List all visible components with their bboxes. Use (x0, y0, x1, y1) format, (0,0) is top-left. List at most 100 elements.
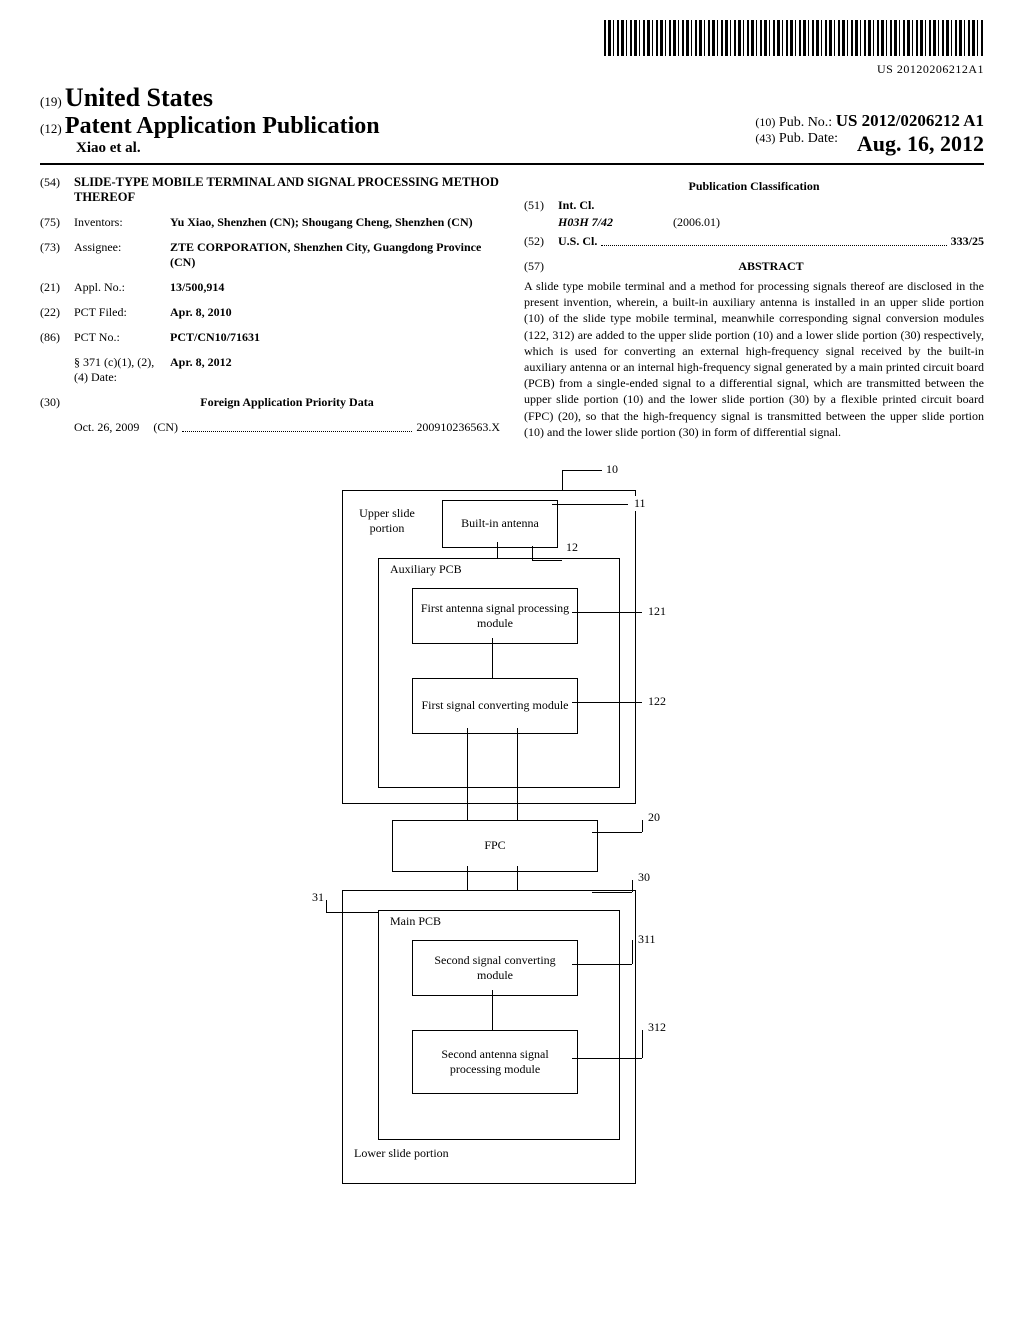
header-right: (10) Pub. No.: US 2012/0206212 A1 (43) P… (755, 111, 984, 157)
leader (572, 1058, 642, 1059)
s371-label: § 371 (c)(1), (2), (4) Date: (74, 355, 170, 385)
main-pcb-label: Main PCB (388, 914, 443, 929)
connector (497, 542, 498, 558)
lower-slide-label: Lower slide portion (352, 1146, 451, 1161)
code-75: (75) (40, 215, 74, 230)
leader (572, 964, 632, 965)
inventors-label: Inventors: (74, 215, 170, 230)
code-12: (12) (40, 121, 62, 136)
fpc-box: FPC (392, 820, 598, 872)
country: United States (65, 83, 213, 112)
ref-311: 311 (636, 932, 658, 947)
ref-12: 12 (564, 540, 580, 555)
dots-icon (601, 244, 946, 246)
code-54: (54) (40, 175, 74, 205)
applno-label: Appl. No.: (74, 280, 170, 295)
publication-number: US 2012/0206212 A1 (836, 111, 984, 130)
barcode-area: US 20120206212A1 (40, 20, 984, 77)
dots-icon (182, 430, 412, 432)
applno-value: 13/500,914 (170, 280, 500, 295)
pubno-label: Pub. No.: (779, 115, 832, 130)
second-antenna-module-box: Second antenna signal processing module (412, 1030, 578, 1094)
priority-line: Oct. 26, 2009 (CN) 200910236563.X (74, 420, 500, 435)
s371-value: Apr. 8, 2012 (170, 355, 500, 385)
connector (467, 728, 468, 820)
ref-121: 121 (646, 604, 668, 619)
leader (592, 892, 632, 893)
leader (632, 940, 633, 964)
leader (532, 560, 562, 561)
assignee-value: ZTE CORPORATION, Shenzhen City, Guangdon… (170, 240, 500, 270)
header-left: (19) United States (12) Patent Applicati… (40, 83, 380, 157)
ref-31: 31 (310, 890, 326, 905)
leader (552, 504, 628, 505)
leader (632, 880, 633, 892)
ref-122: 122 (646, 694, 668, 709)
uscl-value: 333/25 (951, 234, 984, 249)
pctno-label: PCT No.: (74, 330, 170, 345)
inventors-value: Yu Xiao, Shenzhen (CN); Shougang Cheng, … (170, 215, 500, 230)
leader (642, 820, 643, 832)
builtin-antenna-box: Built-in antenna (442, 500, 558, 548)
leader (562, 470, 602, 471)
first-antenna-module-box: First antenna signal processing module (412, 588, 578, 644)
connector (492, 638, 493, 678)
leader (562, 470, 563, 490)
ref-10: 10 (604, 462, 620, 477)
ref-20: 20 (646, 810, 662, 825)
pubclass-header: Publication Classification (524, 179, 984, 194)
uscl-label: U.S. Cl. (558, 234, 597, 249)
second-conv-module-box: Second signal converting module (412, 940, 578, 996)
intcl-year: (2006.01) (673, 215, 720, 230)
pctno-value: PCT/CN10/71631 (170, 330, 500, 345)
connector (517, 728, 518, 820)
code-57: (57) (524, 259, 558, 274)
ref-11: 11 (632, 496, 648, 511)
upper-slide-label: Upper slide portion (352, 506, 422, 536)
publication-type: Patent Application Publication (65, 113, 380, 139)
authors: Xiao et al. (76, 140, 380, 157)
barcode-graphic (604, 20, 984, 56)
abstract-text: A slide type mobile terminal and a metho… (524, 278, 984, 440)
leader (592, 832, 642, 833)
right-column: Publication Classification (51) Int. Cl.… (524, 175, 984, 440)
pctfiled-value: Apr. 8, 2010 (170, 305, 500, 320)
blank-paren (40, 355, 74, 385)
header: (19) United States (12) Patent Applicati… (40, 83, 984, 157)
ref-30: 30 (636, 870, 652, 885)
code-52: (52) (524, 234, 558, 249)
leader (572, 702, 642, 703)
leader (326, 912, 378, 913)
code-43: (43) (755, 131, 775, 145)
left-column: (54) SLIDE-TYPE MOBILE TERMINAL AND SIGN… (40, 175, 500, 440)
leader (532, 546, 533, 560)
code-51: (51) (524, 198, 558, 213)
leader (326, 900, 327, 912)
intcl-line: H03H 7/42 (2006.01) (558, 215, 984, 230)
abstract-label: ABSTRACT (558, 259, 984, 274)
pctfiled-label: PCT Filed: (74, 305, 170, 320)
biblio-columns: (54) SLIDE-TYPE MOBILE TERMINAL AND SIGN… (40, 175, 984, 440)
priority-country: (CN) (153, 420, 178, 435)
figure-1: Upper slide portion Built-in antenna Aux… (302, 460, 722, 1180)
intcl-label: Int. Cl. (558, 198, 594, 212)
code-21: (21) (40, 280, 74, 295)
priority-date: Oct. 26, 2009 (74, 420, 139, 435)
priority-title: Foreign Application Priority Data (74, 395, 500, 410)
code-73: (73) (40, 240, 74, 270)
code-19: (19) (40, 94, 62, 109)
leader (642, 1030, 643, 1058)
assignee-label: Assignee: (74, 240, 170, 270)
divider (40, 163, 984, 165)
aux-pcb-label: Auxiliary PCB (388, 562, 464, 577)
connector (492, 990, 493, 1030)
code-86: (86) (40, 330, 74, 345)
pubdate-label: Pub. Date: (779, 131, 838, 146)
leader (572, 612, 642, 613)
code-10: (10) (755, 115, 775, 129)
code-22: (22) (40, 305, 74, 320)
ref-312: 312 (646, 1020, 668, 1035)
code-30: (30) (40, 395, 74, 410)
intcl-code: H03H 7/42 (558, 215, 613, 230)
publication-date: Aug. 16, 2012 (857, 131, 984, 157)
